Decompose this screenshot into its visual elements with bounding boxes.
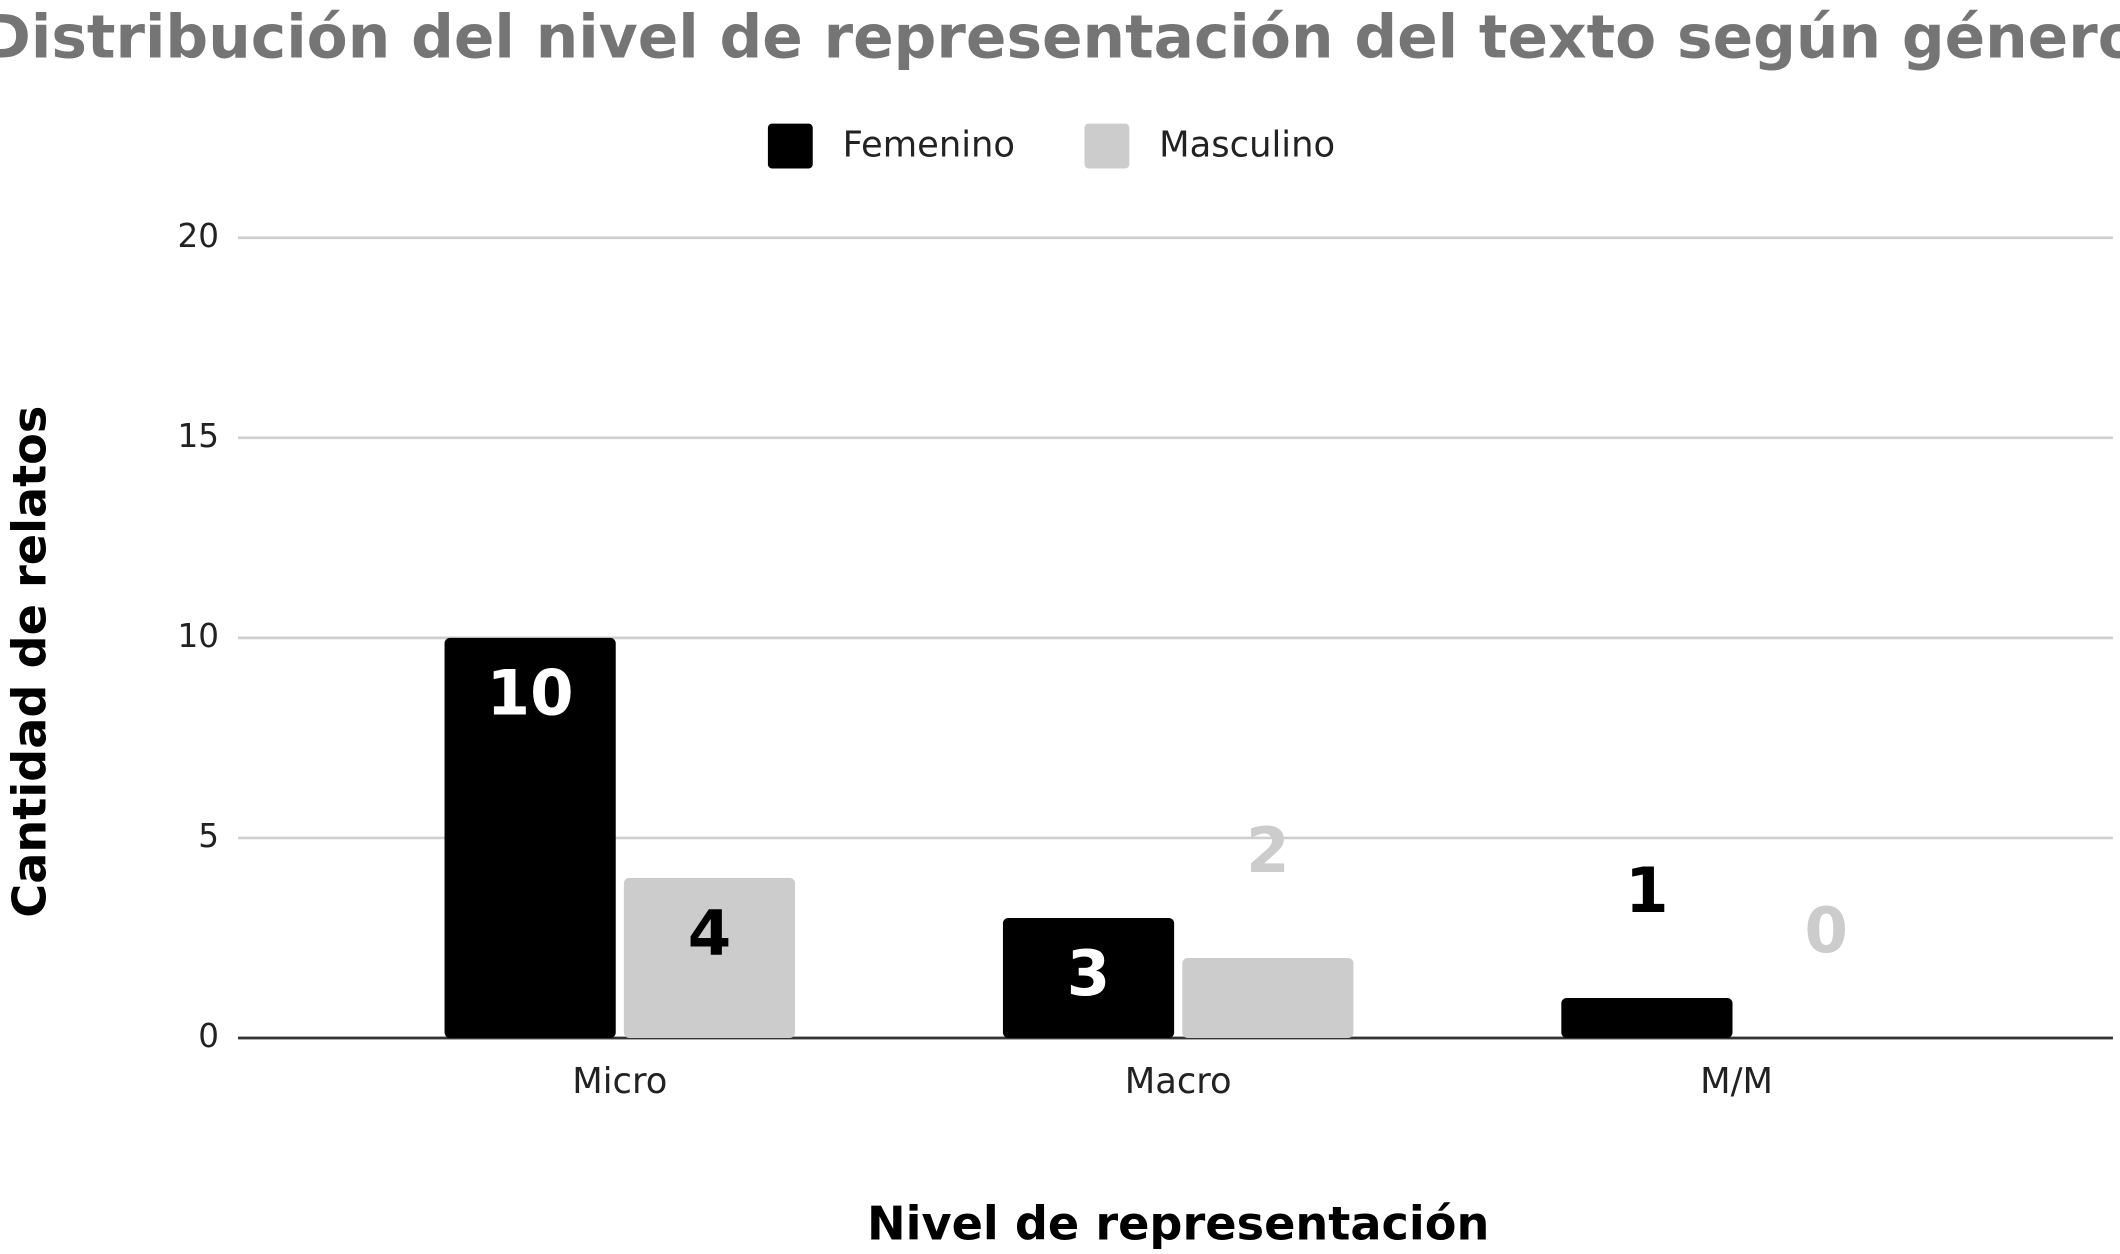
x-tick-label: Macro — [1125, 1061, 1232, 1102]
chart-title: Distribución del nivel de representación… — [0, 3, 2120, 72]
legend-label: Femenino — [843, 125, 1015, 166]
data-label: 3 — [1067, 937, 1110, 1010]
bar — [1002, 917, 1175, 1038]
x-tick-label: Micro — [572, 1061, 667, 1102]
data-label: 4 — [688, 897, 731, 970]
data-label: 1 — [1625, 854, 1668, 927]
bar — [1561, 997, 1733, 1038]
bar — [444, 637, 616, 1038]
data-label: 0 — [1805, 894, 1848, 967]
y-tick-label: 20 — [178, 217, 219, 255]
y-axis-title: Cantidad de relatos — [2, 406, 56, 918]
bar — [1182, 957, 1354, 1038]
legend-swatch — [1084, 123, 1130, 169]
x-axis-title: Nivel de representación — [867, 1196, 1489, 1250]
x-tick-label: M/M — [1700, 1061, 1773, 1102]
bar — [623, 877, 796, 1038]
legend-swatch — [767, 123, 813, 169]
y-tick-label: 10 — [178, 617, 219, 655]
data-label: 10 — [487, 657, 574, 730]
legend-label: Masculino — [1159, 125, 1335, 166]
y-tick-label: 5 — [198, 817, 219, 855]
y-tick-label: 0 — [198, 1017, 219, 1055]
y-tick-label: 15 — [178, 417, 219, 455]
data-label: 2 — [1246, 814, 1289, 887]
